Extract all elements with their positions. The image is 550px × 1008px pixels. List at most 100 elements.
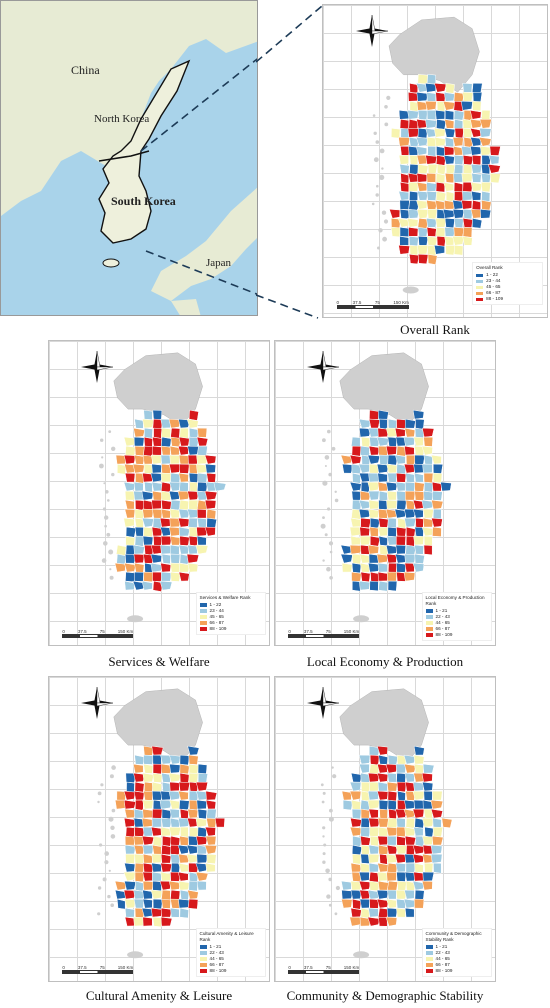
island — [328, 816, 334, 822]
district-cell — [453, 110, 465, 121]
legend-label: 22 - 43 — [209, 949, 224, 955]
district-cell — [168, 790, 181, 801]
district-cell — [435, 172, 446, 184]
scale-tick-3: 150 Km — [343, 964, 360, 970]
district-cell — [358, 463, 371, 474]
district-cell — [423, 436, 434, 447]
district-cell — [395, 844, 408, 855]
district-cell — [398, 110, 411, 120]
district-cell — [462, 191, 474, 201]
island — [110, 825, 115, 830]
legend-row: 1 - 21 — [425, 608, 488, 614]
district-cell — [196, 535, 207, 546]
district-cell — [170, 427, 181, 439]
legend-row: 23 - 44 — [476, 278, 539, 284]
district-cell — [114, 889, 127, 900]
district-cell — [399, 227, 410, 237]
district-cell — [368, 427, 380, 438]
district-cell — [179, 463, 190, 474]
district-cell — [369, 898, 380, 909]
district-cell — [124, 862, 136, 873]
district-cell — [385, 508, 398, 519]
district-cell — [358, 754, 371, 765]
legend-swatch — [425, 633, 433, 637]
district-cell — [123, 562, 137, 573]
district-cell — [423, 790, 433, 801]
district-cell — [385, 853, 398, 864]
legend-title: Local Economy & Production Rank — [425, 594, 485, 606]
compass-rose-icon — [306, 686, 340, 725]
district-cell — [470, 182, 483, 192]
district-cell — [205, 790, 218, 801]
district-cell — [489, 146, 501, 156]
legend-label: 66 - 87 — [486, 290, 501, 296]
district-cell — [359, 889, 371, 900]
district-cell — [440, 481, 452, 492]
district-cell — [169, 454, 181, 465]
island — [100, 438, 104, 442]
legend-swatch — [199, 963, 207, 967]
district-cell — [179, 499, 189, 511]
district-cell — [342, 799, 354, 811]
district-cell — [405, 817, 415, 829]
district-cell — [403, 754, 416, 765]
island — [373, 157, 379, 163]
district-cell — [161, 898, 171, 909]
district-cell — [434, 136, 447, 147]
district-cell — [436, 145, 445, 157]
district-cell — [415, 517, 424, 529]
legend-row: 88 - 109 — [425, 968, 488, 974]
legend: Services & Welfare Rank 1 - 22 23 - 44 45 -… — [195, 591, 266, 635]
district-cell — [351, 808, 362, 820]
district-cell — [358, 499, 372, 510]
district-cell — [376, 790, 389, 801]
legend-row: 1 - 21 — [425, 944, 488, 950]
district-cell — [385, 544, 398, 555]
district-cell — [134, 571, 144, 582]
district-cell — [159, 580, 173, 591]
legend-swatch — [199, 627, 207, 631]
island — [323, 843, 327, 847]
district-cell — [214, 817, 225, 828]
legend-row: 88 - 109 — [425, 632, 488, 638]
district-cell — [352, 898, 362, 910]
district-cell — [413, 826, 424, 837]
district-cell — [367, 544, 380, 555]
district-cell — [434, 83, 447, 93]
district-cell — [123, 454, 136, 465]
district-cell — [422, 517, 434, 528]
island — [102, 507, 107, 511]
district-cell — [160, 562, 172, 573]
district-cell — [480, 209, 492, 219]
legend-label: 22 - 43 — [435, 613, 450, 619]
district-cell — [143, 436, 153, 448]
district-cell — [463, 164, 473, 175]
district-cell — [123, 517, 135, 528]
district-cell — [367, 799, 381, 810]
district-cell — [390, 227, 402, 238]
district-cell — [142, 535, 154, 546]
district-cell — [398, 155, 409, 165]
district-cell — [403, 571, 416, 582]
district-cell — [133, 553, 145, 564]
map-services-svg — [99, 352, 227, 623]
district-cell — [143, 754, 154, 765]
district-cell — [386, 898, 397, 909]
legend-swatch — [425, 621, 433, 625]
district-cell — [398, 191, 410, 201]
island — [327, 429, 331, 434]
district-cell — [358, 508, 372, 519]
legend-row: 88 - 109 — [199, 968, 262, 974]
island — [103, 541, 108, 546]
district-cell — [179, 763, 190, 775]
district-cell — [160, 472, 173, 483]
legend-row: 88 - 109 — [476, 296, 539, 302]
island — [107, 894, 111, 899]
district-cell — [125, 526, 137, 538]
district-cell — [350, 535, 362, 546]
map-services: Services & Welfare Rank 1 - 22 23 - 44 45 -… — [48, 340, 270, 646]
district-cell — [206, 517, 217, 529]
scale-tick-0: 0 — [288, 964, 291, 970]
district-cell — [435, 190, 447, 202]
district-cell — [132, 580, 146, 591]
